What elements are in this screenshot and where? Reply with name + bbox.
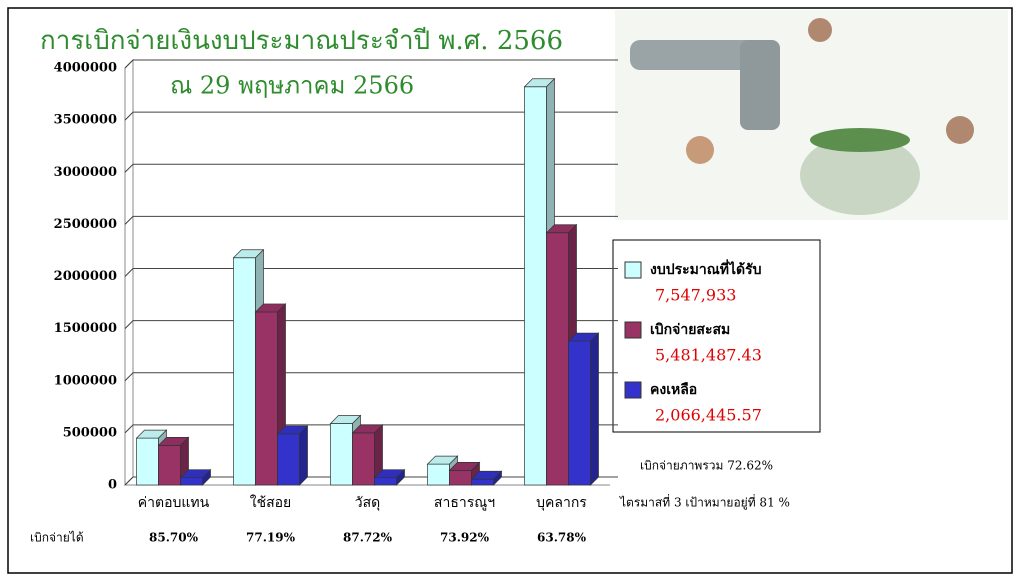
legend-label: งบประมาณที่ได้รับ	[650, 259, 762, 278]
bar-front	[159, 445, 181, 485]
bar-front	[525, 87, 547, 485]
y-tick-label: 4000000	[54, 61, 117, 76]
bar-front	[353, 433, 375, 485]
legend-label: คงเหลือ	[650, 382, 697, 398]
bar-front	[547, 233, 569, 485]
bar-front	[428, 464, 450, 485]
percent-label: 63.78%	[537, 531, 587, 545]
percent-label: 77.19%	[246, 531, 296, 545]
chart: การเบิกจ่ายเงินงบประมาณประจำปี พ.ศ. 2566…	[0, 0, 1020, 581]
legend-total: 7,547,933	[655, 286, 736, 305]
y-tick-label: 1000000	[54, 373, 117, 388]
y-tick-label: 500000	[63, 425, 117, 440]
percent-label: 73.92%	[440, 531, 490, 545]
percent-label: 87.72%	[343, 531, 393, 545]
y-tick-label: 2500000	[54, 217, 117, 232]
y-tick-label: 3500000	[54, 113, 117, 128]
y-tick-label: 0	[108, 478, 117, 493]
y-tick-label: 2000000	[54, 269, 117, 284]
illustration	[615, 10, 1008, 220]
legend-total: 2,066,445.57	[655, 406, 762, 425]
bar-front	[375, 478, 397, 485]
bar-front	[234, 258, 256, 485]
legend-total: 5,481,487.43	[655, 346, 762, 365]
bar-front	[181, 478, 203, 485]
note: เบิกจ่ายภาพรวม 72.62%	[640, 459, 773, 473]
bar	[569, 333, 599, 485]
y-tick-label: 1500000	[54, 321, 117, 336]
note: ไตรมาสที่ 3 เป้าหมายอยู่ที่ 81 %	[619, 494, 790, 511]
x-tick-label: ค่าตอบแทน	[138, 495, 210, 511]
percent-label: 85.70%	[149, 531, 199, 545]
y-tick-label: 3000000	[54, 165, 117, 180]
x-tick-label: สาธารณูฯ	[434, 495, 495, 511]
bar	[278, 426, 308, 485]
x-tick-label: บุคลากร	[536, 495, 587, 511]
bar-front	[331, 423, 353, 485]
x-tick-label: ใช้สอย	[250, 494, 292, 511]
bar-front	[278, 434, 300, 485]
bar-front	[450, 470, 472, 485]
bar-side	[591, 333, 599, 485]
bar-front	[569, 341, 591, 485]
x-tick-label: วัสดุ	[355, 495, 381, 511]
chart-title: การเบิกจ่ายเงินงบประมาณประจำปี พ.ศ. 2566	[40, 26, 563, 56]
bar-front	[472, 479, 494, 485]
chart-subtitle: ณ 29 พฤษภาคม 2566	[170, 72, 414, 100]
legend-label: เบิกจ่ายสะสม	[650, 322, 730, 338]
legend-swatch	[625, 322, 641, 338]
percent-title: เบิกจ่ายได้	[30, 531, 84, 545]
legend-swatch	[625, 382, 641, 398]
bar-side	[300, 426, 308, 485]
legend-swatch	[625, 262, 641, 278]
bar-front	[256, 312, 278, 485]
bar-front	[137, 438, 159, 485]
